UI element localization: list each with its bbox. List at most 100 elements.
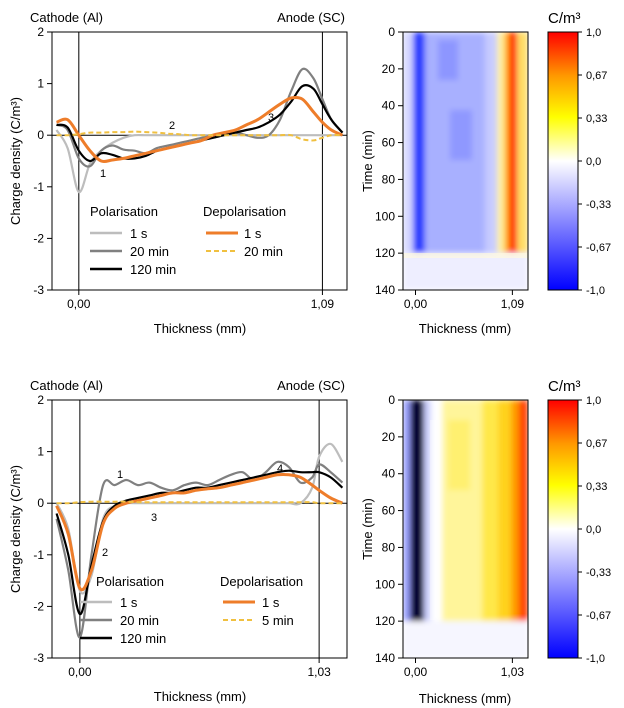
heatmap-frame <box>402 399 529 659</box>
colorbar-tick-label: 0,67 <box>586 438 607 450</box>
legend-item-depol-20min: 20 min <box>244 244 283 259</box>
heatmap-x-label: Thickness (mm) <box>419 321 511 336</box>
y-tick-label: -1 <box>33 180 44 194</box>
heatmap-y-tick-label: 20 <box>382 430 396 444</box>
heatmap-frame <box>402 31 529 291</box>
heatmap-y-tick-label: 80 <box>382 540 396 554</box>
legend-title-depolarisation: Depolarisation <box>220 574 303 589</box>
peak-label-4: 4 <box>277 463 283 475</box>
y-tick-label: 0 <box>37 496 44 510</box>
y-tick-label: 1 <box>37 77 44 91</box>
heatmap-y-tick-label: 20 <box>382 62 396 76</box>
heatmap-y-tick-label: 140 <box>375 651 395 665</box>
heatmap-y-label: Time (min) <box>360 130 375 192</box>
y-tick-label: 2 <box>37 393 44 407</box>
colorbar-bottom: C/m³ 1,0 0,67 0,33 0,0 -0,33 -0,67 -1,0 <box>547 378 611 665</box>
peak-label-2: 2 <box>102 547 108 559</box>
colorbar-tick-label: 1,0 <box>586 27 601 39</box>
colorbar-tick-label: 0,67 <box>586 70 607 82</box>
colorbar-tick-label: -0,67 <box>586 610 611 622</box>
cathode-label: Cathode (Al) <box>30 378 103 393</box>
cathode-label: Cathode (Al) <box>30 10 103 25</box>
legend-item-20min: 20 min <box>130 244 169 259</box>
colorbar-tick-label: 0,0 <box>586 524 601 536</box>
heatmap-x-tick-label: 1,03 <box>501 665 525 679</box>
peak-label-2: 2 <box>169 120 175 132</box>
heatmap-x-tick-label: 0,00 <box>404 665 428 679</box>
x-axis-label: Thickness (mm) <box>154 321 246 336</box>
colorbar-tick-label: -1,0 <box>586 653 605 665</box>
plot-frame <box>51 31 348 291</box>
legend: Polarisation Depolarisation 1 s 20 min 1… <box>80 574 303 646</box>
heatmap-y-tick-label: 0 <box>388 25 395 39</box>
peak-label-3: 3 <box>151 512 157 524</box>
series-group <box>55 442 344 639</box>
peak-label-1: 1 <box>100 168 106 180</box>
y-axis-label: Charge density (C/m³) <box>8 465 23 593</box>
series-line-polarisation-1s <box>55 442 344 595</box>
heatmap-y-tick-label: 120 <box>375 614 395 628</box>
colorbar-title: C/m³ <box>548 378 581 395</box>
heatmap-top: 0 20 40 60 80 100 120 140 0,00 1,09 Time (min) Th… <box>360 25 529 336</box>
heatmap-y-tick-label: 100 <box>375 209 395 223</box>
heatmap-x-tick-label: 0,00 <box>404 297 428 311</box>
heatmap-y-tick-label: 0 <box>388 393 395 407</box>
anode-label: Anode (SC) <box>277 10 345 25</box>
heatmap-bottom: 0 20 40 60 80 100 120 140 0,00 1,03 Time (min) Th… <box>360 393 529 706</box>
y-tick-label: -3 <box>33 651 44 665</box>
x-tick-label: 1,09 <box>311 297 335 311</box>
series-line-depolarisation-5min <box>56 500 343 505</box>
heatmap-image <box>403 400 528 658</box>
colorbar-tick-label: -0,33 <box>586 567 611 579</box>
heatmap-axis: 0 20 40 60 80 100 120 140 0,00 1,03 <box>375 393 524 679</box>
colorbar-ticks: 1,0 0,67 0,33 0,0 -0,33 -0,67 -1,0 <box>578 395 611 665</box>
legend-item-1s: 1 s <box>130 226 148 241</box>
heatmap-image <box>403 32 528 290</box>
colorbar-tick-label: 0,33 <box>586 481 607 493</box>
heatmap-y-tick-label: 140 <box>375 283 395 297</box>
y-tick-label: -2 <box>33 231 44 245</box>
axis-ticks: -3 -2 -1 0 1 2 0,00 1,03 <box>33 393 347 679</box>
colorbar-tick-label: 1,0 <box>586 395 601 407</box>
colorbar-top: C/m³ 1,0 0,67 0,33 0,0 -0,33 -0,67 -1,0 <box>547 10 611 297</box>
colorbar-tick-label: 0,0 <box>586 156 601 168</box>
anode-label: Anode (SC) <box>277 378 345 393</box>
x-axis-label: Thickness (mm) <box>154 689 246 704</box>
series-group <box>55 67 344 194</box>
colorbar-tick-label: -0,67 <box>586 242 611 254</box>
series-line-polarisation-20min <box>55 460 344 639</box>
legend-item-20min: 20 min <box>120 613 159 628</box>
y-tick-label: -1 <box>33 548 44 562</box>
heatmap-y-tick-label: 40 <box>382 467 396 481</box>
line-chart-bottom: Cathode (Al) Anode (SC) -3 -2 -1 0 1 2 0,00 1,0… <box>8 378 348 704</box>
y-axis-label: Charge density (C/m³) <box>8 97 23 225</box>
y-tick-label: 1 <box>37 445 44 459</box>
legend-item-1s: 1 s <box>120 595 138 610</box>
series-line-depolarisation-1s <box>55 95 344 164</box>
heatmap-y-tick-label: 60 <box>382 504 396 518</box>
peak-label-1: 1 <box>117 469 123 481</box>
legend: Polarisation Depolarisation 1 s 20 min 1… <box>90 204 286 277</box>
x-tick-label: 0,00 <box>67 297 91 311</box>
colorbar-gradient <box>547 399 579 659</box>
axis-ticks: -3 -2 -1 0 1 2 0,00 1,09 <box>33 25 347 311</box>
y-tick-label: 0 <box>37 128 44 142</box>
colorbar-gradient <box>547 31 579 291</box>
heatmap-y-tick-label: 40 <box>382 99 396 113</box>
plot-frame <box>51 399 348 659</box>
line-chart-top: Cathode (Al) Anode (SC) -3 -2 -1 0 1 2 0,00 1,0… <box>8 10 348 336</box>
series-line-depolarisation-1s <box>55 473 344 592</box>
legend-item-depol-1s: 1 s <box>262 595 280 610</box>
heatmap-x-tick-label: 1,09 <box>501 297 525 311</box>
colorbar-tick-label: 0,33 <box>586 113 607 125</box>
y-tick-label: -2 <box>33 599 44 613</box>
heatmap-y-tick-label: 60 <box>382 136 396 150</box>
y-tick-label: 2 <box>37 25 44 39</box>
legend-title-polarisation: Polarisation <box>90 204 158 219</box>
x-tick-label: 0,00 <box>68 665 92 679</box>
heatmap-axis: 0 20 40 60 80 100 120 140 0,00 1,09 <box>375 25 524 311</box>
colorbar-tick-label: -0,33 <box>586 199 611 211</box>
legend-item-120min: 120 min <box>130 262 176 277</box>
y-tick-label: -3 <box>33 283 44 297</box>
